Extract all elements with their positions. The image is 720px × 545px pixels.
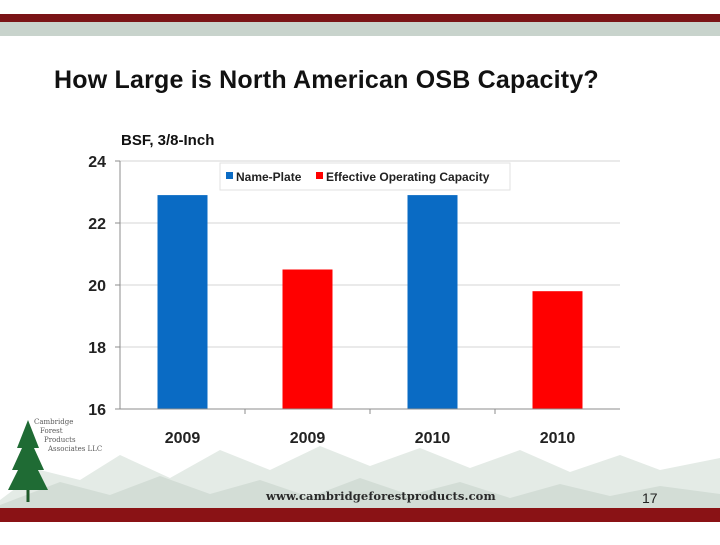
x-tick-label: 2009 xyxy=(290,430,326,447)
legend-label: Name-Plate xyxy=(236,170,302,184)
logo-line: Forest xyxy=(40,427,63,435)
legend-swatch xyxy=(316,172,323,179)
bar xyxy=(157,195,208,409)
top-accent-bar xyxy=(0,14,720,22)
tree-logo-icon xyxy=(8,420,48,502)
y-tick-label: 22 xyxy=(88,216,106,233)
legend: Name-Plate Effective Operating Capacity xyxy=(219,162,511,191)
y-tick-label: 24 xyxy=(88,154,106,171)
label-layer: 16 18 20 22 24 BSF, 3/8-Inch 2009 2009 2010 2010 xyxy=(88,132,575,447)
bottom-accent-bar xyxy=(0,508,720,522)
y-tick-label: 18 xyxy=(88,340,106,357)
logo-line: Cambridge xyxy=(34,418,74,426)
company-logo-text: Cambridge Forest Products Associates LLC xyxy=(34,418,102,454)
top-grey-band xyxy=(0,22,720,36)
legend-label: Effective Operating Capacity xyxy=(326,170,490,184)
x-tick-label: 2009 xyxy=(165,430,201,447)
axis-layer xyxy=(115,160,620,414)
bar xyxy=(282,269,333,409)
x-tick-label: 2010 xyxy=(540,430,576,447)
y-tick-label: 20 xyxy=(88,278,106,295)
logo-line: Products xyxy=(44,436,76,444)
page-number: 17 xyxy=(642,490,658,506)
x-tick-label: 2010 xyxy=(415,430,451,447)
tree-crown xyxy=(8,420,48,490)
tree-trunk xyxy=(26,480,30,502)
slide-title: How Large is North American OSB Capacity… xyxy=(54,66,599,94)
bar-layer xyxy=(157,195,583,409)
legend-box xyxy=(219,162,511,191)
y-tick-label: 16 xyxy=(88,402,106,419)
bar xyxy=(532,291,583,409)
bar xyxy=(407,195,458,409)
mountain-silhouette-front xyxy=(0,476,720,508)
footer-url[interactable]: www.cambridgeforestproducts.com xyxy=(266,489,496,503)
logo-line: Associates LLC xyxy=(48,445,103,453)
decor-layer xyxy=(0,420,720,508)
y-axis-title: BSF, 3/8-Inch xyxy=(121,132,214,149)
legend-swatch xyxy=(226,172,233,179)
